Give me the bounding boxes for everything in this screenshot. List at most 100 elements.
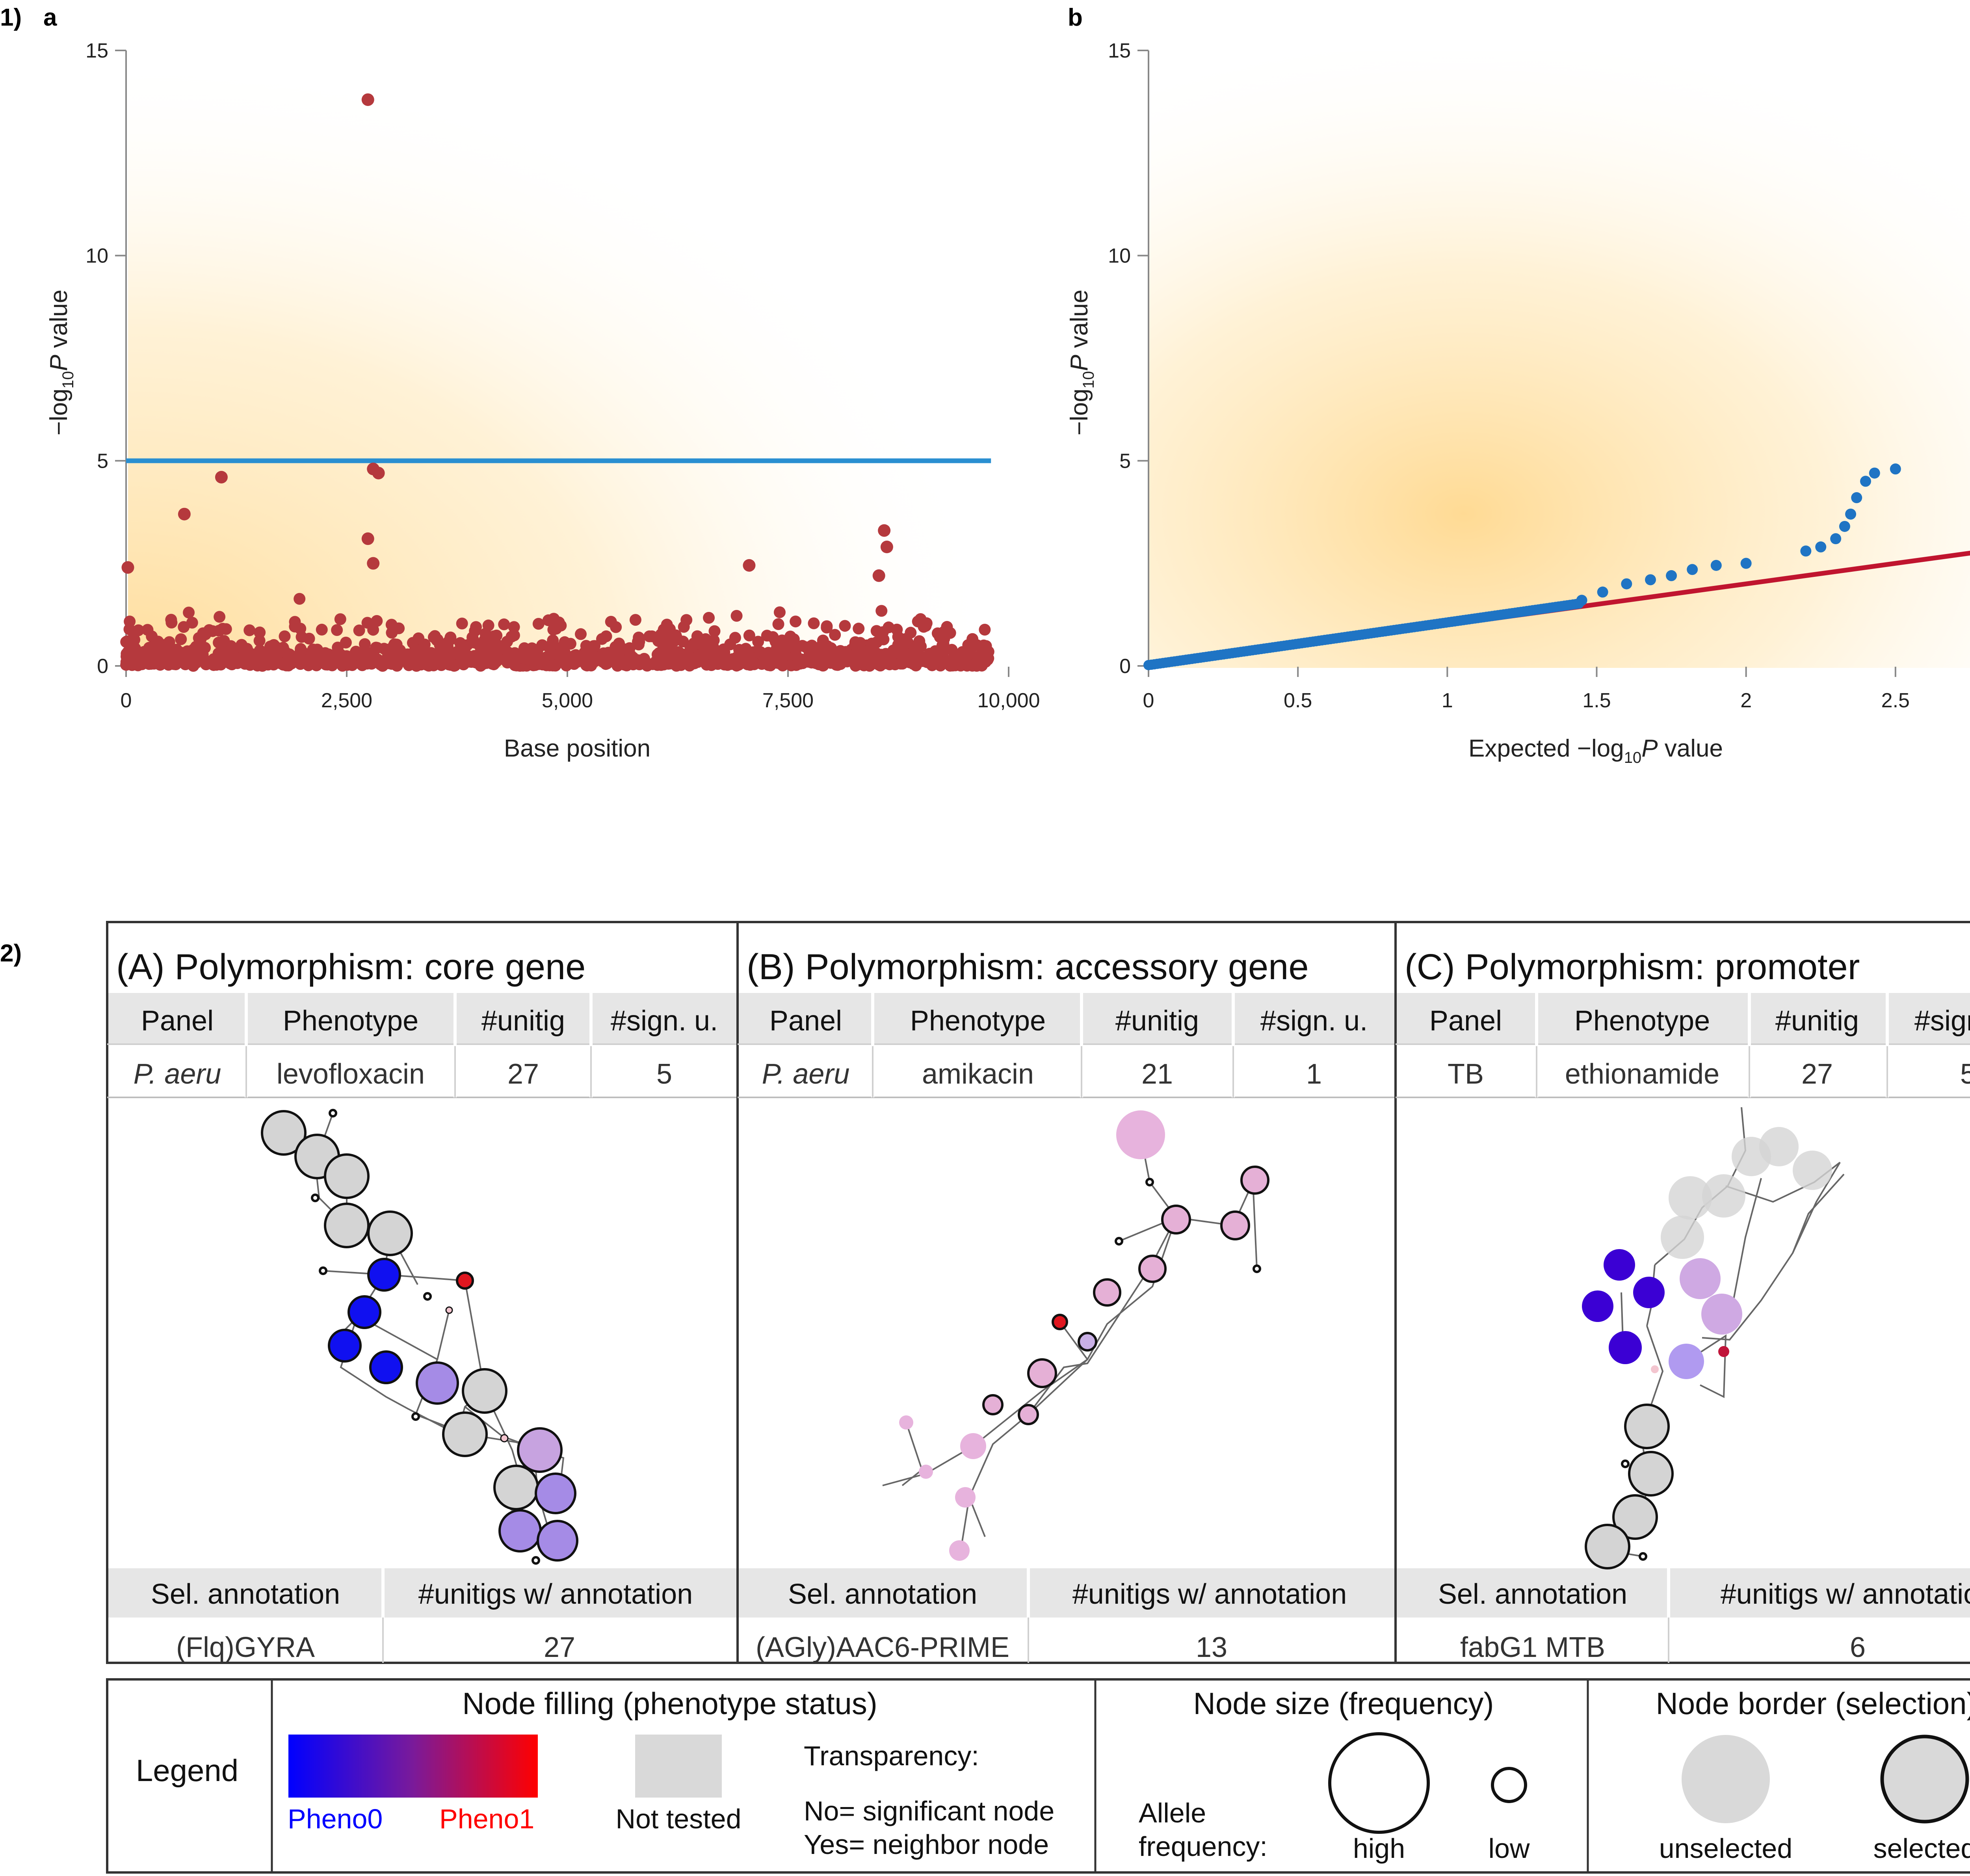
manhattan-point [828, 656, 840, 669]
panel-b-header-phenotype: Phenotype [910, 1005, 1046, 1037]
manhattan-point [383, 653, 396, 666]
manhattan-point [708, 625, 721, 637]
manhattan-ylabel-italic: P [45, 355, 72, 371]
manhattan-point [279, 646, 291, 658]
manhattan-point [482, 619, 494, 632]
manhattan-notable-point [372, 467, 385, 480]
manhattan-point [346, 651, 358, 663]
qq-xlabel-pre: Expected −log [1468, 735, 1624, 762]
qq-notable-point [1800, 545, 1812, 557]
manhattan-point [359, 638, 371, 650]
qq-xtick-label: 0 [1143, 689, 1154, 712]
legend-high: high [1353, 1833, 1405, 1864]
panel-a-ann-header-sel: Sel. annotation [151, 1579, 340, 1610]
panel-c-cell-sign: 5 [1960, 1058, 1970, 1090]
manhattan-ytick-label: 15 [85, 39, 108, 62]
qq-panel-letter: b [1068, 4, 1083, 31]
qq-notable-point [1740, 558, 1752, 569]
panel-c-header-unitig: #unitig [1775, 1005, 1859, 1037]
panel-c-ann-header-count: #unitigs w/ annotation [1721, 1579, 1970, 1610]
graph-a-nodes [261, 1109, 578, 1565]
manhattan-point [404, 650, 416, 662]
qq-notable-point [1576, 595, 1587, 606]
manhattan-point [316, 623, 328, 636]
legend-pheno1: Pheno1 [439, 1803, 534, 1834]
qq-notable-point [1645, 574, 1656, 586]
panel-a-ann-count: 27 [544, 1632, 575, 1663]
manhattan-point [470, 621, 482, 633]
manhattan-point [790, 649, 802, 661]
manhattan-point [853, 623, 865, 635]
manhattan-point [912, 653, 924, 665]
manhattan-point [779, 649, 792, 661]
manhattan-point [633, 631, 645, 643]
manhattan-point [882, 651, 894, 663]
manhattan-notable-point [361, 93, 374, 106]
manhattan-point [361, 617, 374, 629]
manhattan-point [254, 626, 266, 638]
manhattan-point [334, 613, 346, 625]
panel-b-cell-panel: P. aeru [762, 1058, 850, 1090]
qq-notable-point [1839, 521, 1850, 532]
manhattan-point [535, 652, 547, 664]
qq-notable-point [1890, 463, 1901, 475]
manhattan-point [968, 658, 981, 671]
panel-b-header-sign: #sign. u. [1260, 1005, 1368, 1037]
manhattan-point [175, 647, 188, 659]
manhattan-notable-point [361, 532, 374, 545]
manhattan-point [183, 606, 195, 619]
manhattan-xtick-label: 0 [121, 689, 132, 712]
manhattan-point [213, 625, 225, 637]
manhattan-point [368, 651, 381, 663]
qq-background-points [1143, 598, 1584, 670]
graph-c [1582, 1107, 1845, 1569]
manhattan-point [132, 659, 144, 671]
manhattan-point [927, 658, 939, 670]
manhattan-point [743, 629, 755, 641]
manhattan-notable-point [743, 559, 756, 572]
qq-ylabel-pre: −log [1066, 389, 1093, 435]
panel-c-ann-header-sel: Sel. annotation [1438, 1579, 1627, 1610]
panel-a-title: (A) Polymorphism: core gene [116, 947, 585, 987]
manhattan-point [187, 653, 199, 665]
panel-a-header-sign: #sign. u. [611, 1005, 718, 1037]
graph-b [882, 1110, 1269, 1561]
qq-ylabel-italic: P [1066, 355, 1093, 371]
manhattan-point [413, 632, 425, 644]
manhattan-point [175, 633, 187, 645]
panel-a: (A) Polymorphism: core gene Panel Phenot… [106, 921, 739, 1664]
panel-c-cell-unitig: 27 [1801, 1058, 1833, 1090]
manhattan-point [532, 618, 545, 630]
panel-c-frame [1394, 921, 1970, 1664]
legend-size-low-circle [1491, 1767, 1527, 1803]
manhattan-point [840, 646, 852, 658]
qq-xlabel-sub: 10 [1624, 749, 1642, 766]
manhattan-point [623, 656, 635, 668]
manhattan-point [253, 634, 266, 647]
panel-c-header-sign: #sign. u. [1914, 1005, 1970, 1037]
manhattan-point [805, 647, 817, 659]
manhattan-point [463, 656, 475, 668]
legend-low: low [1488, 1833, 1530, 1864]
panel-a-header-unitig: #unitig [481, 1005, 565, 1037]
manhattan-notable-points [121, 93, 893, 582]
legend-label: Legend [136, 1753, 238, 1788]
unitig-graph-panels: (A) Polymorphism: core gene Panel Phenot… [106, 921, 1970, 1874]
manhattan-point [839, 620, 851, 632]
manhattan-point [199, 628, 212, 640]
manhattan-point [236, 652, 248, 664]
manhattan-point [225, 646, 237, 658]
manhattan-point [501, 636, 513, 648]
manhattan-point [790, 615, 802, 628]
qq-ylabel-post: value [1066, 290, 1093, 355]
manhattan-point [553, 616, 565, 628]
manhattan-ylabel-post: value [45, 290, 72, 355]
manhattan-point [488, 630, 500, 642]
manhattan-point [547, 660, 559, 672]
legend-size-title: Node size (frequency) [1193, 1686, 1494, 1721]
qq-xlabel-italic: P [1641, 735, 1658, 762]
panel-c-ann-sel: fabG1 MTB [1460, 1632, 1605, 1663]
manhattan-point [854, 647, 866, 659]
